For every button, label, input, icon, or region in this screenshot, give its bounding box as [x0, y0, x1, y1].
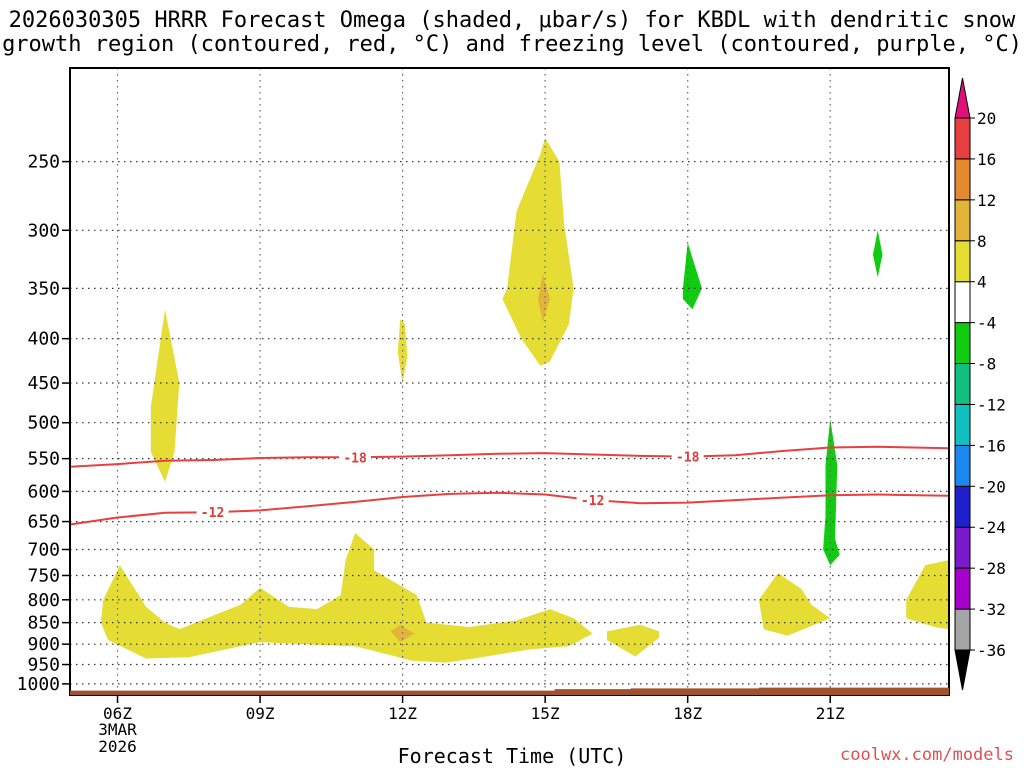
y-tick-label-800: 800 [27, 590, 60, 611]
omega-region-8 [758, 573, 831, 636]
contour-label--12: -12 [201, 506, 224, 521]
omega-region-5 [502, 138, 574, 366]
colorbar-swatch-blue [954, 485, 971, 528]
x-tick-label-21Z: 21Z [816, 704, 845, 723]
colorbar-top-arrow [954, 77, 971, 119]
colorbar-label-16: 16 [977, 150, 996, 169]
y-tick-label-400: 400 [27, 329, 60, 350]
contour-label--12: -12 [581, 494, 604, 509]
x-axis-label: Forecast Time (UTC) [397, 744, 627, 768]
contour-label-bg [339, 449, 372, 466]
colorbar-swatch-violet [954, 526, 971, 569]
x-tick-year: 2026 [98, 737, 137, 756]
grid-lines [70, 68, 949, 695]
omega-region-9 [906, 560, 949, 630]
colorbar-swatch-gold [954, 199, 971, 242]
colorbar-label--8: -8 [977, 355, 996, 374]
colorbar-bottom-arrow [954, 649, 971, 691]
plot-frame [69, 67, 950, 696]
y-tick-label-300: 300 [27, 220, 60, 241]
x-tick-label-12Z: 12Z [388, 704, 417, 723]
contour-label--18: -18 [676, 451, 700, 466]
colorbar-swatch-yellow [954, 240, 971, 283]
credit-link[interactable]: coolwx.com/models [840, 745, 1014, 765]
omega-region-1 [100, 533, 593, 663]
colorbar-swatch-orange [954, 158, 971, 201]
omega-region-11 [873, 230, 883, 278]
y-tick-label-750: 750 [27, 565, 60, 586]
chart-title-line-2: growth region (contoured, red, °C) and f… [2, 32, 1022, 57]
colorbar-label-8: 8 [977, 232, 987, 251]
y-tick-label-500: 500 [27, 413, 60, 434]
colorbar-swatch-red [954, 117, 971, 160]
ground-band [70, 687, 949, 695]
colorbar-label--24: -24 [977, 518, 1006, 537]
x-tick-label-06Z: 06Z [103, 704, 132, 723]
x-tick-label-15Z: 15Z [531, 704, 560, 723]
x-tick-date: 3MAR [98, 720, 137, 739]
pressure-axis: 2503003504004505005506006507007508008509… [17, 152, 70, 695]
y-tick-label-250: 250 [27, 152, 60, 173]
contour-label-bg [671, 448, 704, 465]
colorbar-swatch-azure [954, 444, 971, 487]
contour-line--18 [69, 445, 950, 468]
colorbar: 20 16 12 8 4 -4 -8 -12 -16 -20 -24 -28 -32 -36 [954, 77, 1006, 691]
y-tick-label-650: 650 [27, 512, 60, 533]
y-tick-label-350: 350 [27, 278, 60, 299]
colorbar-label--20: -20 [977, 477, 1006, 496]
y-tick-label-900: 900 [27, 634, 60, 655]
omega-region-6 [538, 274, 550, 323]
y-tick-label-700: 700 [27, 539, 60, 560]
omega-regions [100, 138, 949, 663]
omega-region-10 [682, 242, 702, 310]
y-tick-label-600: 600 [27, 481, 60, 502]
omega-region-2 [606, 624, 660, 657]
colorbar-swatch-gray [954, 608, 971, 651]
colorbar-label--36: -36 [977, 641, 1006, 660]
colorbar-swatch-green [954, 322, 971, 365]
colorbar-label--16: -16 [977, 436, 1006, 455]
colorbar-label--32: -32 [977, 600, 1006, 619]
colorbar-swatch-teal [954, 363, 971, 405]
y-tick-label-1000: 1000 [17, 674, 60, 695]
omega-region-3 [150, 309, 180, 482]
colorbar-label-4: 4 [977, 273, 987, 292]
contour-label-bg [576, 492, 609, 509]
contour-label-bg [196, 504, 229, 521]
x-tick-label-09Z: 09Z [246, 704, 275, 723]
colorbar-label-12: 12 [977, 191, 996, 210]
colorbar-label--12: -12 [977, 395, 1006, 414]
omega-region-12 [823, 418, 840, 566]
x-tick-label-18Z: 18Z [673, 704, 702, 723]
temperature-contours: -18 -18 -12 -12 [69, 445, 950, 526]
colorbar-label--28: -28 [977, 559, 1006, 578]
y-tick-label-950: 950 [27, 655, 60, 676]
chart-title-line-1: 2026030305 HRRR Forecast Omega (shaded, … [8, 8, 1016, 33]
colorbar-label--4: -4 [977, 314, 996, 333]
contour-label--18: -18 [343, 451, 367, 466]
colorbar-swatch-cyan [954, 404, 971, 446]
y-tick-label-450: 450 [27, 373, 60, 394]
y-tick-label-550: 550 [27, 449, 60, 470]
colorbar-swatch-purple [954, 567, 971, 610]
colorbar-swatch-white [954, 281, 971, 324]
colorbar-label-20: 20 [977, 109, 996, 128]
y-tick-label-850: 850 [27, 613, 60, 634]
